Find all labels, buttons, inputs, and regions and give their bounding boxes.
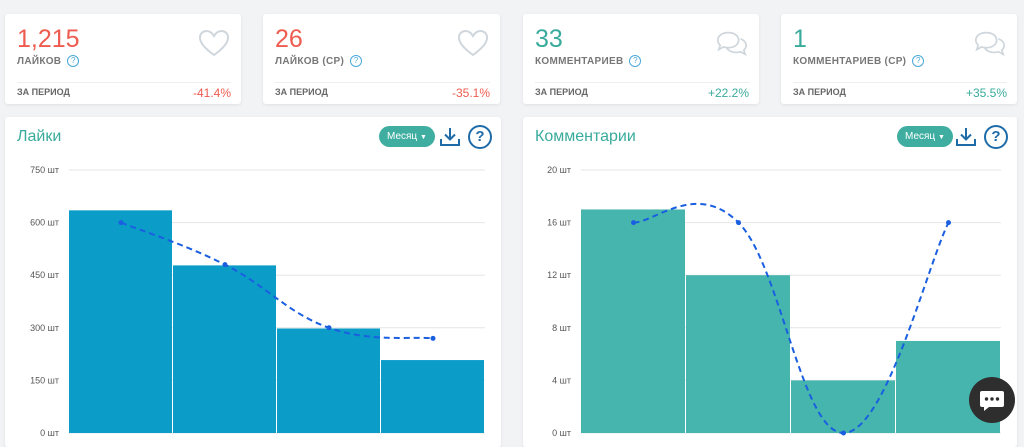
comments-icon xyxy=(716,31,748,57)
divider xyxy=(793,82,1007,83)
heart-icon xyxy=(457,29,489,57)
likes-chart-panel: Лайки Месяц ▼ ? 0 шт 150 шт 300 шт 450 шт 60… xyxy=(5,117,501,447)
stat-change: +22.2% xyxy=(707,86,749,100)
y-tick-label: 0 шт xyxy=(552,428,571,438)
stat-label-text: ЛАЙКОВ xyxy=(17,55,62,67)
stat-label-text: КОММЕНТАРИЕВ (СР) xyxy=(793,55,907,67)
y-tick-label: 20 шт xyxy=(547,165,571,175)
bar xyxy=(277,328,380,433)
chart-title: Лайки xyxy=(17,128,62,145)
y-tick-label: 750 шт xyxy=(30,165,59,175)
bar xyxy=(69,210,172,433)
bar xyxy=(381,360,484,433)
stat-label-text: КОММЕНТАРИЕВ xyxy=(535,55,624,67)
stat-label: КОММЕНТАРИЕВ? xyxy=(535,55,642,67)
period-select-label: Месяц xyxy=(905,131,936,142)
stat-value: 33 xyxy=(535,25,563,53)
help-icon[interactable]: ? xyxy=(912,55,925,67)
period-select-button[interactable]: Месяц ▼ xyxy=(897,126,953,147)
stat-card-comments: 33 КОММЕНТАРИЕВ? ЗА ПЕРИОД +22.2% xyxy=(523,14,759,104)
chart-title: Комментарии xyxy=(535,128,636,145)
comments-icon xyxy=(974,31,1006,57)
help-icon[interactable]: ? xyxy=(629,55,642,67)
help-icon[interactable]: ? xyxy=(350,55,363,67)
period-select-button[interactable]: Месяц ▼ xyxy=(379,126,435,147)
bar xyxy=(581,209,685,433)
y-tick-label: 0 шт xyxy=(40,428,59,438)
bar xyxy=(686,275,790,433)
trend-point xyxy=(736,220,741,226)
help-icon[interactable]: ? xyxy=(984,125,1008,149)
chat-icon xyxy=(980,391,1004,411)
y-tick-label: 12 шт xyxy=(547,270,571,280)
stat-card-likes: 1,215 ЛАЙКОВ? ЗА ПЕРИОД -41.4% xyxy=(5,14,241,104)
bar xyxy=(173,265,276,433)
trend-point xyxy=(946,220,951,226)
trend-point xyxy=(326,325,332,331)
y-tick-label: 600 шт xyxy=(30,218,59,228)
comments-chart-panel: Комментарии Месяц ▼ ? 0 шт 4 шт 8 шт 12 шт 1… xyxy=(523,117,1017,447)
help-icon[interactable]: ? xyxy=(468,125,492,149)
period-label: ЗА ПЕРИОД xyxy=(275,87,328,97)
stat-value: 26 xyxy=(275,25,303,53)
divider xyxy=(535,82,749,83)
period-label: ЗА ПЕРИОД xyxy=(535,87,588,97)
trend-line xyxy=(120,221,434,340)
chat-button[interactable] xyxy=(969,377,1015,423)
download-icon[interactable] xyxy=(955,126,977,148)
trend-point xyxy=(430,335,436,341)
trend-point xyxy=(118,220,124,226)
y-tick-label: 300 шт xyxy=(30,323,59,333)
period-label: ЗА ПЕРИОД xyxy=(17,87,70,97)
stat-card-likes-avg: 26 ЛАЙКОВ (СР)? ЗА ПЕРИОД -35.1% xyxy=(263,14,500,104)
stat-value: 1,215 xyxy=(17,25,80,53)
trend-point xyxy=(841,430,846,436)
likes-bar-chart: 0 шт 150 шт 300 шт 450 шт 600 шт 750 шт xyxy=(30,165,485,438)
divider xyxy=(17,82,231,83)
stat-label: ЛАЙКОВ? xyxy=(17,55,80,67)
stat-change: -35.1% xyxy=(451,86,490,100)
stat-value: 1 xyxy=(793,25,807,53)
y-tick-label: 4 шт xyxy=(552,375,571,385)
y-tick-label: 450 шт xyxy=(30,270,59,280)
y-tick-label: 150 шт xyxy=(30,375,59,385)
divider xyxy=(275,82,490,83)
stat-label: ЛАЙКОВ (СР)? xyxy=(275,55,363,67)
stat-card-comments-avg: 1 КОММЕНТАРИЕВ (СР)? ЗА ПЕРИОД +35.5% xyxy=(781,14,1017,104)
download-icon[interactable] xyxy=(439,126,461,148)
y-tick-label: 8 шт xyxy=(552,323,571,333)
chevron-down-icon: ▼ xyxy=(419,134,427,141)
y-tick-label: 16 шт xyxy=(547,218,571,228)
heart-icon xyxy=(198,29,230,57)
trend-point xyxy=(222,262,228,268)
comments-bar-chart: 0 шт 4 шт 8 шт 12 шт 16 шт 20 шт xyxy=(547,165,1001,438)
help-icon[interactable]: ? xyxy=(67,55,80,67)
stat-label-text: ЛАЙКОВ (СР) xyxy=(275,55,345,67)
stat-label: КОММЕНТАРИЕВ (СР)? xyxy=(793,55,925,67)
chevron-down-icon: ▼ xyxy=(937,134,945,141)
period-label: ЗА ПЕРИОД xyxy=(793,87,846,97)
stat-change: -41.4% xyxy=(192,86,231,100)
trend-line xyxy=(633,202,950,435)
trend-point xyxy=(631,220,636,226)
stat-change: +35.5% xyxy=(965,86,1007,100)
period-select-label: Месяц xyxy=(387,131,418,142)
